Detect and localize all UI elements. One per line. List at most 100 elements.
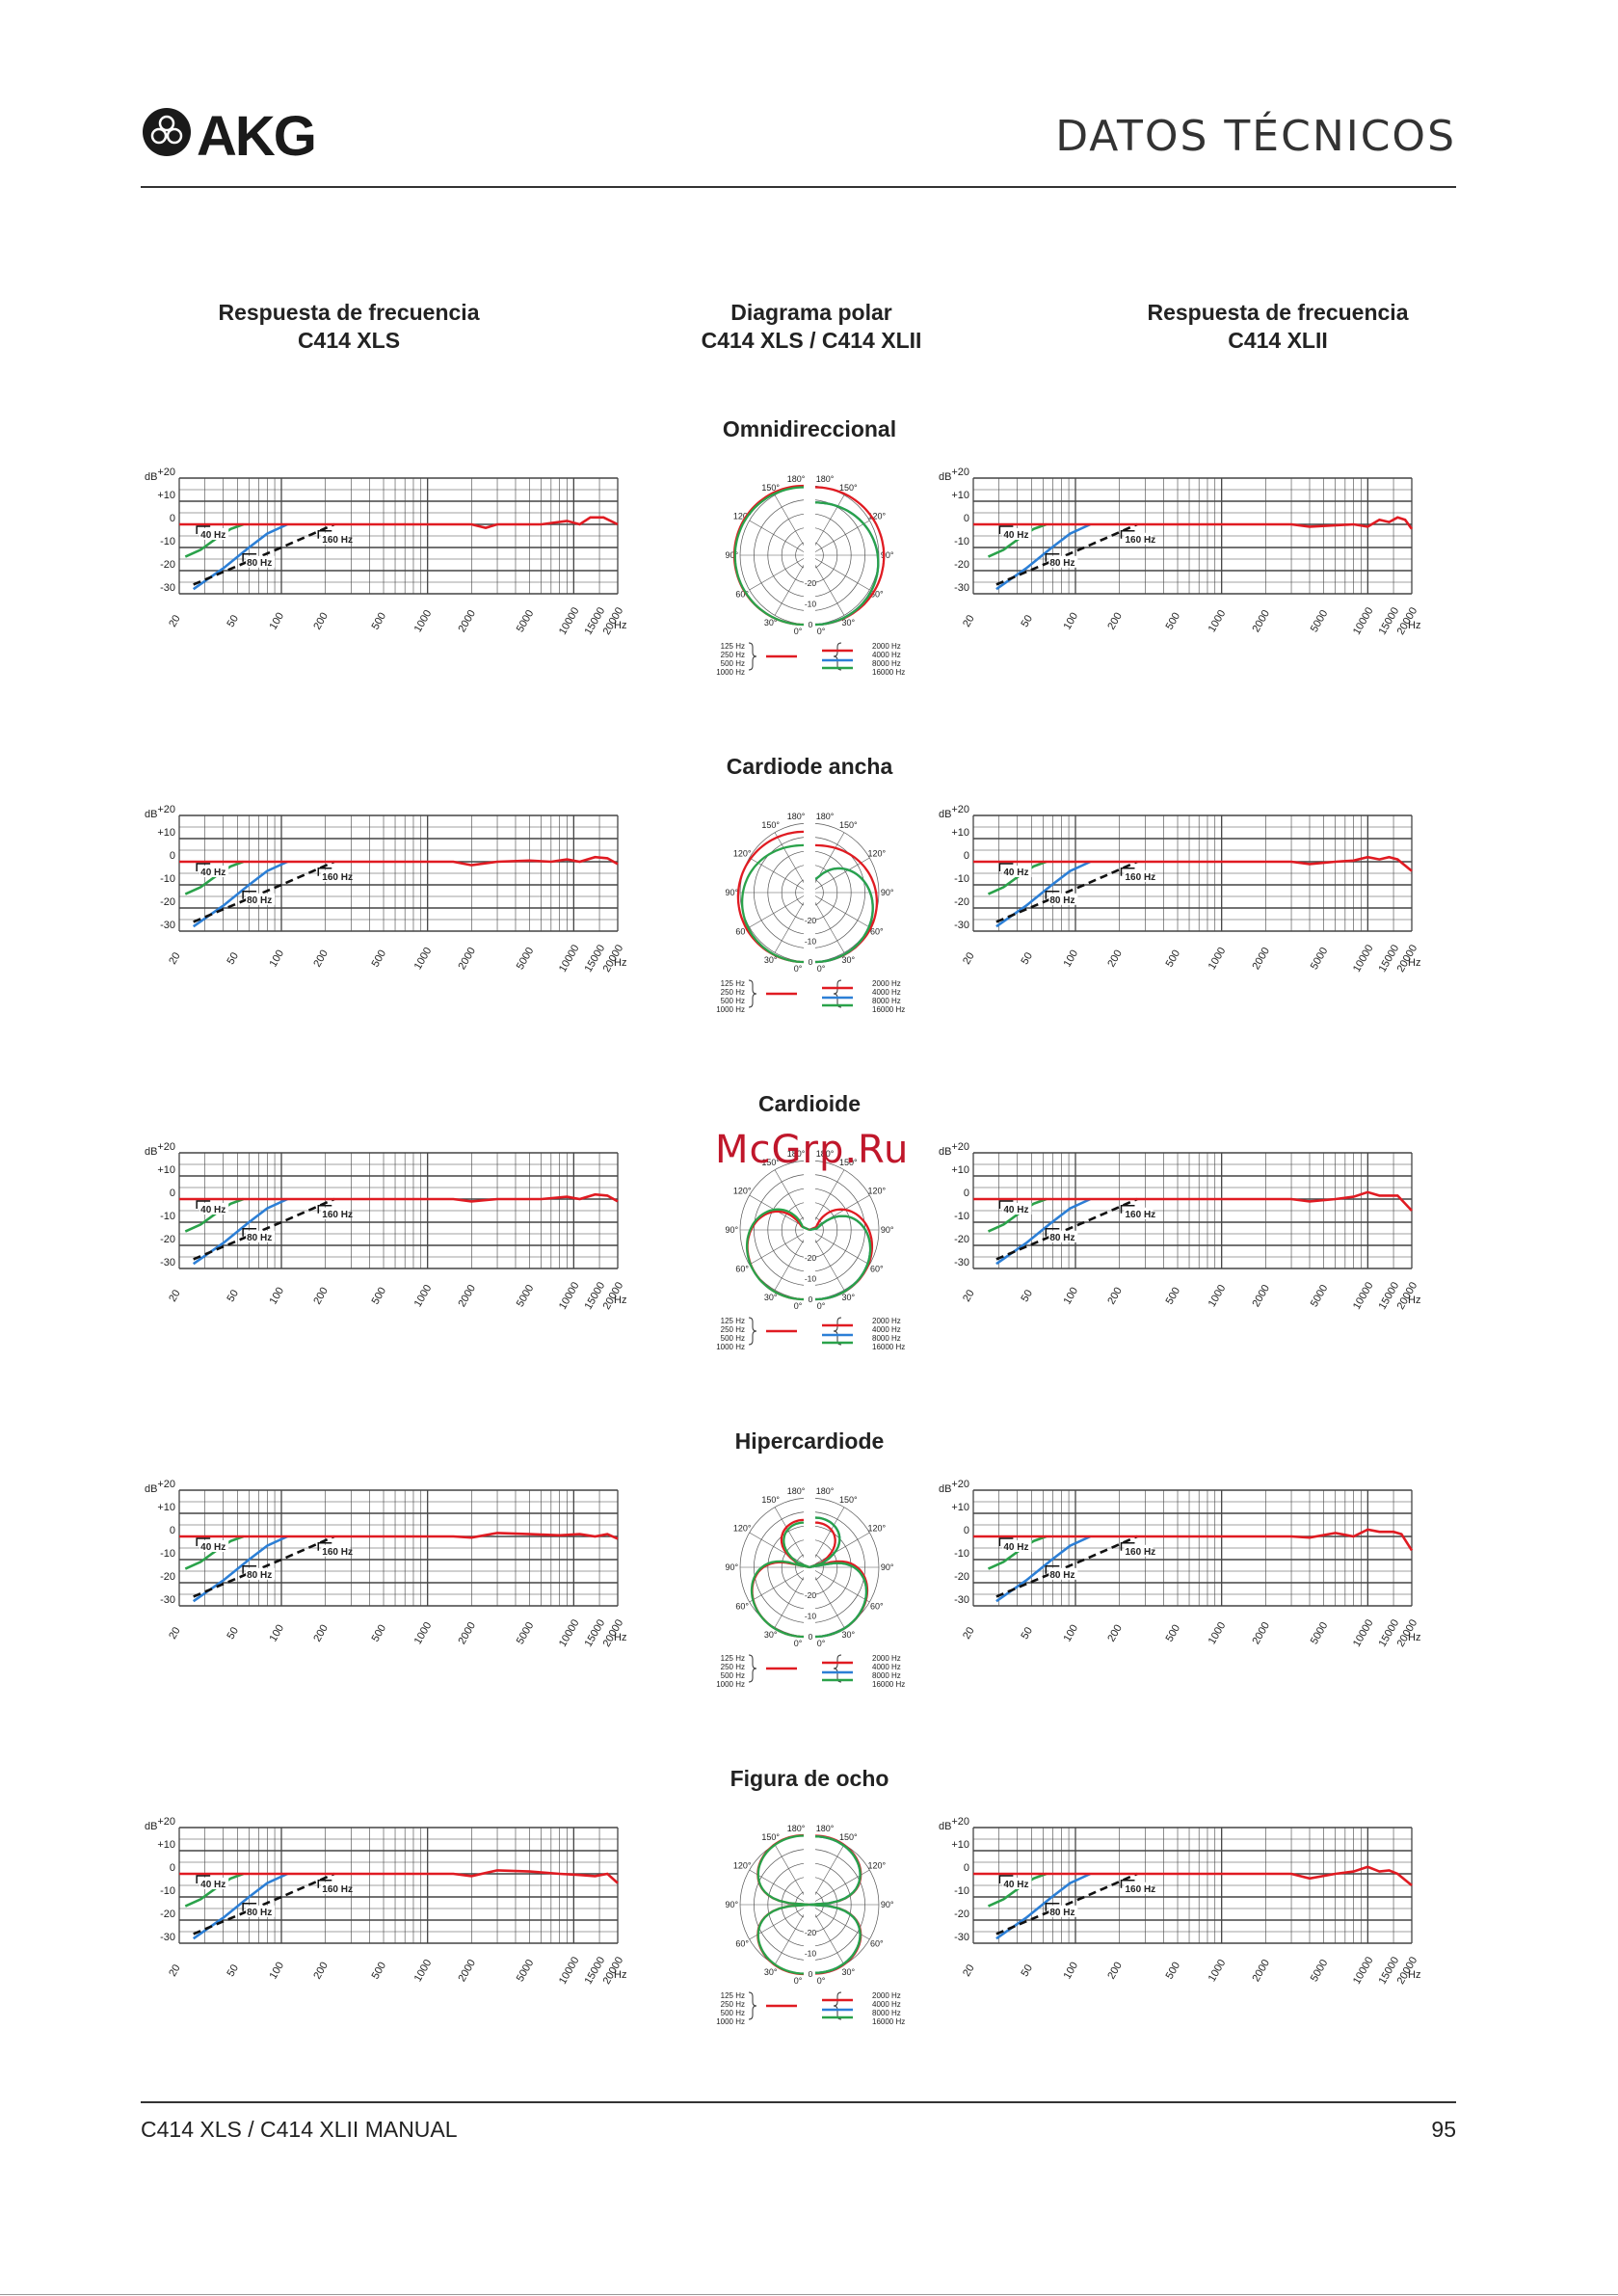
freq-unit-label: Hz — [614, 957, 626, 969]
filter-label: 40 Hz — [1003, 868, 1028, 878]
freq-tick-label: 200 — [1105, 1961, 1125, 1982]
freq-tick-label: 2000 — [456, 608, 478, 634]
page-title: DATOS TÉCNICOS — [1055, 112, 1456, 161]
db-tick-label: +10 — [951, 827, 969, 839]
filter-label: 40 Hz — [200, 1542, 225, 1553]
polar-spoke — [749, 857, 810, 894]
filter-bracket — [196, 1875, 211, 1883]
freq-tick-label: 200 — [1105, 611, 1125, 632]
polar-curve-top — [809, 1516, 868, 1639]
filter-label: 80 Hz — [1049, 558, 1074, 569]
filter-bracket — [1045, 1903, 1060, 1911]
polar-angle-label: 60° — [870, 1938, 884, 1948]
filter-label: 160 Hz — [1125, 535, 1155, 546]
curve-flat-response — [973, 1528, 1414, 1552]
axis-label-db: dB — [145, 809, 157, 820]
db-tick-label: +20 — [157, 467, 175, 478]
freq-tick-label: 50 — [1019, 1962, 1035, 1979]
freq-tick-label: 5000 — [515, 1958, 537, 1984]
filter-label-bg — [246, 893, 276, 905]
akg-emblem-icon — [143, 108, 191, 156]
filter-label: 40 Hz — [1003, 1880, 1028, 1890]
db-tick-label: +10 — [951, 1502, 969, 1513]
freq-unit-label: Hz — [614, 1295, 626, 1306]
freq-tick-label: 2000 — [1250, 608, 1272, 634]
polar-spoke — [809, 857, 870, 894]
polar-angle-label: 0° — [817, 627, 826, 636]
filter-label-bg — [1048, 893, 1078, 905]
polar-angle-label: 30° — [764, 1293, 778, 1302]
filter-label: 80 Hz — [1049, 895, 1074, 906]
db-tick-label: -10 — [954, 1548, 969, 1560]
freq-tick-label: 200 — [1105, 1286, 1125, 1307]
freq-tick-label: 1000 — [1207, 1958, 1229, 1984]
freq-tick-label: 50 — [225, 1625, 241, 1642]
polar-legend-left: 1000 Hz — [716, 1005, 745, 1014]
freq-tick-label: 500 — [370, 611, 389, 632]
db-tick-label: +20 — [951, 1816, 969, 1828]
freq-tick-label: 500 — [370, 1286, 389, 1307]
curve-80hz-cut — [192, 522, 288, 591]
heading-response-xls: Respuesta de frecuencia C414 XLS — [146, 299, 551, 355]
curve-flat-response — [973, 1865, 1413, 1887]
freq-unit-label: Hz — [614, 1632, 626, 1643]
polar-legend-left: 125 Hz — [721, 1991, 745, 2000]
polar-angle-label: 180° — [787, 1486, 806, 1496]
filter-bracket — [998, 525, 1014, 534]
polar-legend-right: 8000 Hz — [872, 659, 901, 668]
freq-tick-label: 10000 — [557, 1955, 582, 1986]
freq-unit-label: Hz — [1408, 1295, 1420, 1306]
filter-bracket — [196, 863, 211, 871]
filter-bracket — [1120, 1205, 1135, 1214]
polar-angle-label: 120° — [733, 1187, 752, 1196]
freq-tick-label: 5000 — [1309, 1620, 1331, 1646]
filter-label-bg — [1124, 532, 1154, 545]
polar-legend-right: 2000 Hz — [872, 1317, 901, 1325]
polar-curve-high — [809, 1521, 869, 1639]
freq-tick-label: 5000 — [1309, 1958, 1331, 1984]
filter-label-bg — [199, 1540, 229, 1552]
frequency-response-chart-xls: dB +20 +10 0 -10 -20 -30 20 50 100 200 500 1000 2000 5… — [145, 1141, 626, 1312]
polar-angle-label: 60° — [870, 1601, 884, 1611]
freq-tick-label: 5000 — [1309, 1283, 1331, 1309]
legend-brace — [748, 1654, 757, 1683]
polar-legend-right: 2000 Hz — [872, 1654, 901, 1663]
filter-bracket — [196, 525, 211, 534]
filter-label: 40 Hz — [200, 868, 225, 878]
polar-angle-label: 150° — [839, 483, 858, 493]
polar-spoke — [749, 892, 810, 928]
polar-gap — [804, 480, 815, 630]
freq-tick-label: 1000 — [412, 1958, 435, 1984]
db-tick-label: -30 — [954, 1932, 969, 1943]
freq-tick-label: 20 — [961, 950, 977, 967]
polar-legend-right: 4000 Hz — [872, 1325, 901, 1334]
polar-angle-label: 30° — [764, 1630, 778, 1640]
filter-label-bg — [1048, 1567, 1078, 1580]
frequency-response-chart-xlii: dB +20 +10 0 -10 -20 -30 20 50 100 200 500 1000 2000 5… — [939, 1141, 1420, 1312]
freq-unit-label: Hz — [1408, 1632, 1420, 1643]
curve-80hz-cut — [192, 1872, 288, 1940]
curve-160hz-cut — [995, 1197, 1138, 1261]
db-tick-label: -20 — [160, 1571, 175, 1583]
polar-legend-right: 16000 Hz — [872, 1343, 905, 1351]
filter-label: 160 Hz — [322, 1547, 353, 1558]
polar-legend-left: 500 Hz — [721, 1334, 745, 1343]
db-tick-label: -30 — [160, 920, 175, 931]
frequency-response-chart-xlii: dB +20 +10 0 -10 -20 -30 20 50 100 200 500 1000 2000 5… — [939, 467, 1420, 637]
curve-flat-response — [973, 516, 1414, 530]
db-tick-label: +10 — [157, 1164, 175, 1176]
db-tick-label: -10 — [954, 1211, 969, 1222]
polar-curve-top — [814, 501, 880, 627]
polar-angle-label: 180° — [816, 474, 835, 484]
curve-flat-response — [179, 1192, 619, 1203]
filter-label: 80 Hz — [247, 1908, 272, 1918]
filter-bracket — [242, 553, 257, 562]
polar-spoke — [749, 1566, 810, 1603]
db-tick-label: 0 — [964, 513, 969, 524]
polar-angle-label: 120° — [868, 512, 887, 521]
chart-grid — [972, 1489, 1413, 1607]
polar-db-label: -20 — [805, 1928, 817, 1937]
filter-label-bg — [1002, 1203, 1032, 1215]
polar-db-label: -10 — [805, 1273, 817, 1283]
polar-legend-left: 250 Hz — [721, 2000, 745, 2009]
